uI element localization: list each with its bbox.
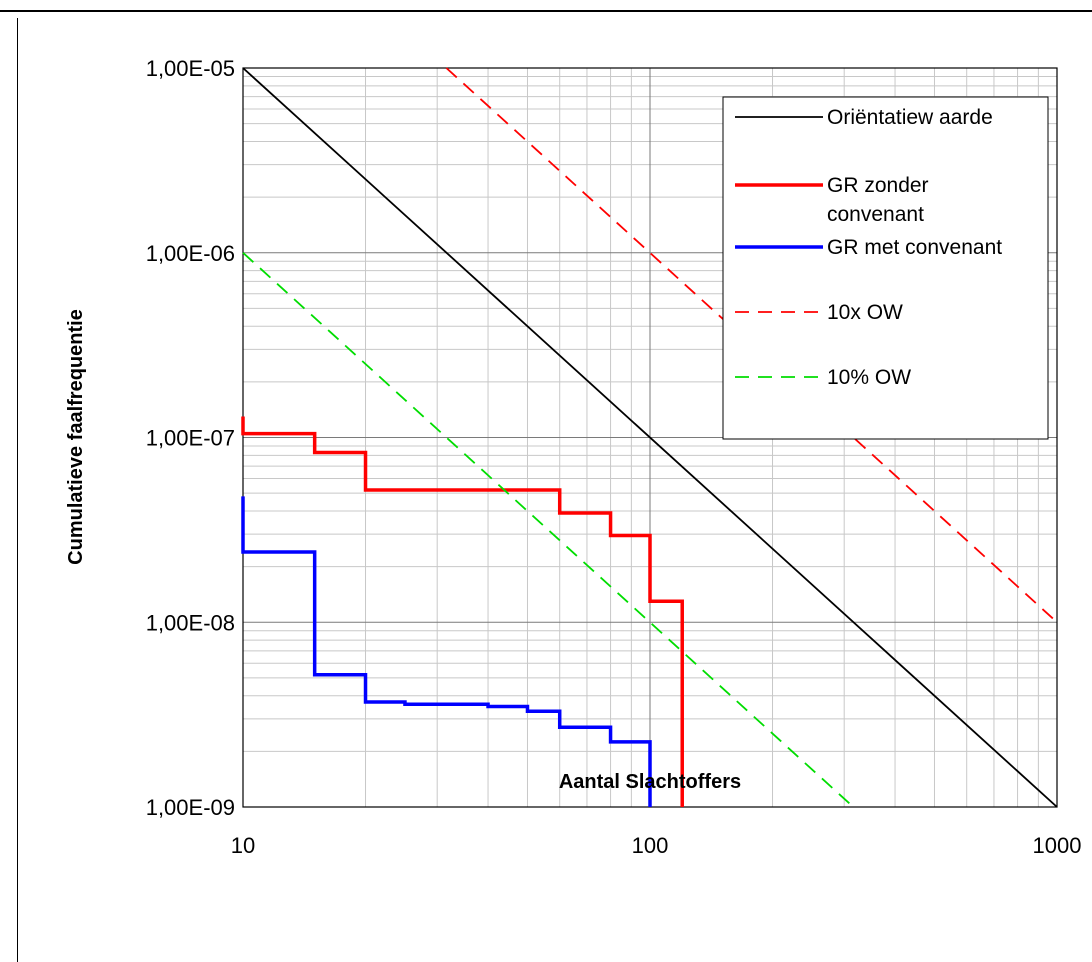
series-line-gr-zonder-convenant — [241, 416, 684, 807]
top-rule — [0, 10, 1092, 12]
x-tick-label: 10 — [231, 833, 255, 858]
figure-frame — [17, 18, 1092, 962]
x-axis-label: Aantal Slachtoffers — [559, 771, 741, 793]
y-tick-label: 1,00E-05 — [146, 56, 235, 81]
y-tick-label: 1,00E-08 — [146, 610, 235, 635]
series-line-gr-met-convenant — [241, 496, 652, 807]
legend-label: Oriëntatiew aarde — [827, 106, 993, 129]
x-tick-labels: 10 100 1000 — [231, 833, 1082, 858]
y-tick-labels: 1,00E-09 1,00E-08 1,00E-07 1,00E-06 1,00E-05 — [146, 56, 235, 820]
x-tick-label: 100 — [632, 833, 669, 858]
y-axis-label: Cumulatieve faalfrequentie — [65, 309, 87, 565]
y-tick-label: 1,00E-09 — [146, 795, 235, 820]
x-tick-label: 1000 — [1033, 833, 1082, 858]
series-line-ori-ntatiew-aarde — [242, 67, 1058, 808]
y-tick-label: 1,00E-06 — [146, 241, 235, 266]
y-tick-label: 1,00E-07 — [146, 426, 235, 451]
legend-box — [722, 96, 1049, 440]
legend-label: GR zonder — [827, 174, 929, 197]
legend-label: GR met convenant — [827, 236, 1002, 259]
legend: Oriëntatiew aarde GR zonder convenant GR me… — [722, 96, 1049, 440]
legend-label: 10% OW — [827, 366, 911, 389]
legend-label: 10x OW — [827, 301, 903, 324]
legend-label: convenant — [827, 203, 924, 226]
series-layer — [241, 67, 1058, 808]
